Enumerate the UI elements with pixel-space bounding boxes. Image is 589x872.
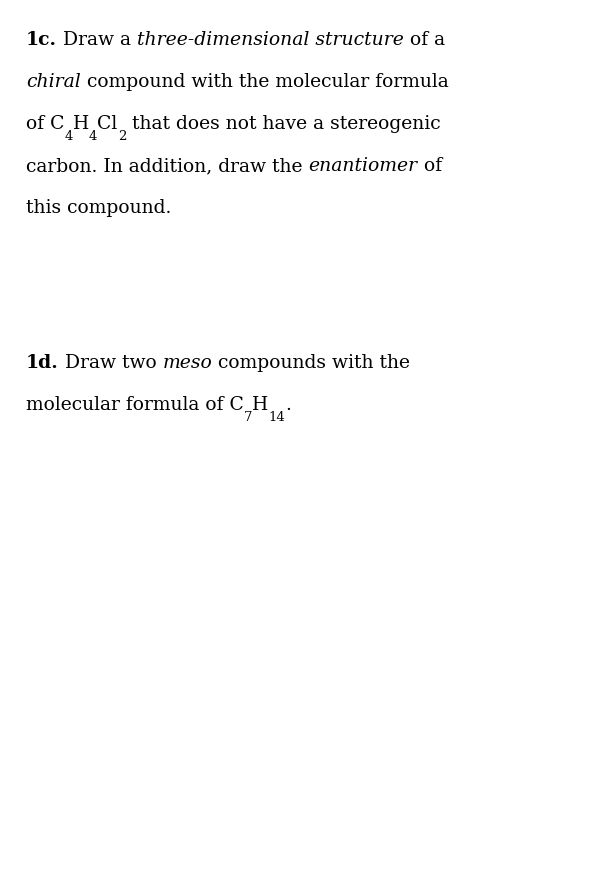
Text: 1d.: 1d. [26, 354, 59, 372]
Text: 2: 2 [118, 131, 126, 143]
Text: Draw a: Draw a [57, 31, 137, 50]
Text: Draw two: Draw two [59, 354, 163, 372]
Text: this compound.: this compound. [26, 199, 171, 217]
Text: 4: 4 [64, 131, 73, 143]
Text: carbon. In addition, draw the: carbon. In addition, draw the [26, 157, 309, 175]
Text: chiral: chiral [26, 73, 81, 92]
Text: 14: 14 [269, 412, 285, 424]
Text: H: H [73, 115, 89, 133]
Text: enantiomer: enantiomer [309, 157, 418, 175]
Text: compound with the molecular formula: compound with the molecular formula [81, 73, 448, 92]
Text: 7: 7 [244, 412, 252, 424]
Text: of: of [418, 157, 442, 175]
Text: molecular formula of C: molecular formula of C [26, 396, 244, 414]
Text: 1c.: 1c. [26, 31, 57, 50]
Text: .: . [285, 396, 291, 414]
Text: of C: of C [26, 115, 64, 133]
Text: that does not have a stereogenic: that does not have a stereogenic [126, 115, 441, 133]
Text: 4: 4 [89, 131, 97, 143]
Text: of a: of a [404, 31, 445, 50]
Text: three-dimensional structure: three-dimensional structure [137, 31, 404, 50]
Text: H: H [252, 396, 269, 414]
Text: compounds with the: compounds with the [212, 354, 410, 372]
Text: meso: meso [163, 354, 212, 372]
Text: Cl: Cl [97, 115, 118, 133]
